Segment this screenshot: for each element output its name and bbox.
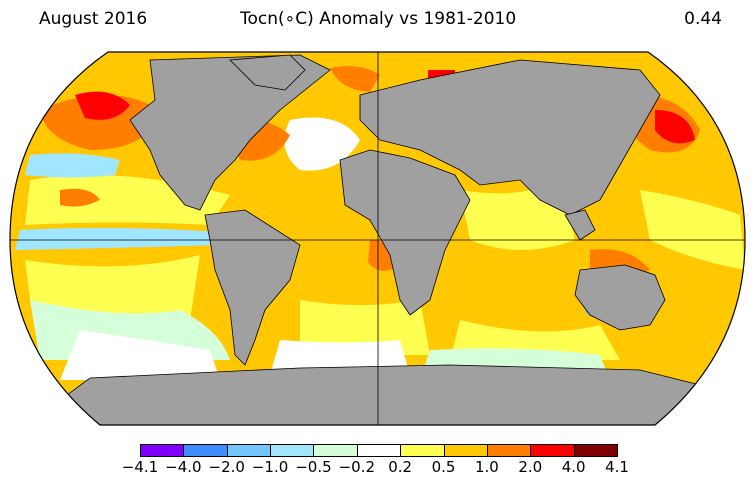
color-swatch — [443, 444, 488, 457]
color-swatch — [270, 444, 315, 457]
color-swatch — [313, 444, 358, 457]
color-scale-label: −0.5 — [295, 458, 332, 476]
west-pacific-yellow — [640, 190, 745, 270]
color-scale-label: 4.0 — [561, 458, 586, 476]
color-scale-label: −0.2 — [338, 458, 376, 476]
color-swatch — [140, 444, 185, 457]
color-scale-label: −1.0 — [251, 458, 289, 476]
color-swatch — [486, 444, 532, 457]
color-swatch — [400, 444, 445, 457]
color-swatch — [573, 444, 618, 457]
gulf-alaska-hot — [75, 91, 130, 120]
color-scale-label: 4.1 — [605, 458, 629, 476]
north-atlantic-neutral — [284, 117, 360, 171]
color-swatch — [183, 444, 228, 457]
equatorial-pacific-cool — [15, 227, 220, 250]
gulf-alaska-warm — [40, 95, 160, 150]
southeast-asia — [564, 209, 596, 241]
subtropic-pacific-warm — [60, 188, 100, 207]
period-label: August 2016 — [39, 9, 148, 29]
northwest-pacific-hot — [655, 110, 695, 144]
antarctica — [18, 364, 741, 425]
color-scale-label: 2.0 — [518, 458, 543, 476]
color-swatch — [226, 444, 272, 457]
north-america — [129, 54, 331, 211]
color-scale-label: 0.5 — [431, 458, 456, 476]
color-swatch — [356, 444, 402, 457]
arctic-warm — [330, 66, 380, 92]
color-scale-label: −4.1 — [121, 458, 159, 476]
color-scale-label: 1.0 — [474, 458, 499, 476]
color-scale-label: −2.0 — [208, 458, 245, 476]
map-title: Tocn(∘C) Anomaly vs 1981-2010 — [240, 9, 517, 29]
color-scale-label: −4.0 — [165, 458, 202, 476]
south-pacific-yellow — [25, 255, 200, 323]
south-pacific-neutral — [60, 330, 220, 380]
color-scale-label: 0.2 — [388, 458, 413, 476]
land-masses — [18, 54, 741, 425]
anomaly-map — [9, 51, 746, 426]
global-mean-value: 0.44 — [684, 9, 722, 29]
north-pacific-cool — [25, 153, 120, 178]
south-america — [204, 209, 301, 366]
color-swatch — [530, 444, 575, 457]
globe-outline — [9, 51, 746, 426]
greenland — [229, 54, 306, 91]
africa — [339, 149, 471, 316]
australia — [574, 264, 666, 331]
